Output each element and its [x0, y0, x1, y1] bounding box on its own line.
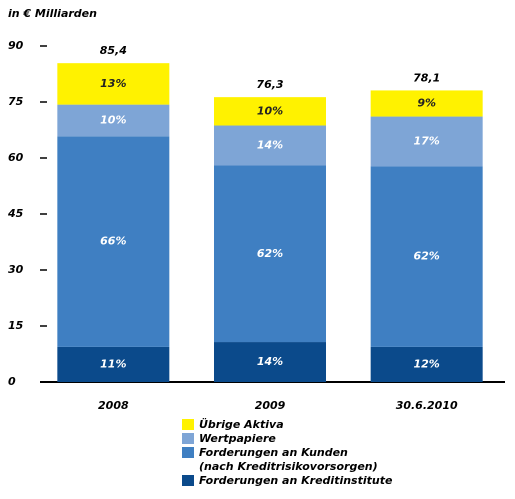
chart: in € Milliarden 0 15 30 45 60 75 90 11% 66% 10% 13…	[7, 7, 505, 412]
data-label: 62%	[257, 247, 283, 260]
bar-segment	[214, 165, 326, 343]
total-label: 76,3	[256, 78, 283, 91]
data-label: 14%	[257, 355, 283, 368]
bar-segment	[57, 63, 170, 105]
legend-label: Wertpapiere	[199, 432, 276, 445]
y-tick-label: 0	[8, 375, 16, 388]
legend-item: Wertpapiere	[182, 432, 392, 446]
y-tick-label: 90	[8, 39, 24, 52]
data-label: 10%	[257, 104, 283, 117]
y-tick-label: 45	[7, 207, 24, 220]
data-label: 17%	[413, 134, 439, 147]
bar-segment	[57, 104, 170, 137]
y-tick-label: 30	[8, 263, 24, 276]
bar-segment	[57, 346, 170, 382]
data-label: 11%	[100, 357, 126, 370]
x-tick-label: 30.6.2010	[396, 399, 458, 412]
data-label: 62%	[413, 250, 439, 263]
legend-swatch	[182, 447, 194, 458]
data-label: 10%	[100, 113, 126, 126]
bar-segment	[214, 125, 326, 166]
bar-segment	[370, 166, 483, 347]
y-tick-label: 75	[8, 95, 24, 108]
legend-item: Übrige Aktiva	[182, 418, 392, 432]
legend-label: Forderungen an Kunden (nach Kreditrisiko…	[199, 446, 378, 473]
legend-swatch	[182, 433, 194, 444]
data-label: 9%	[417, 96, 436, 109]
bar-segment	[57, 136, 170, 347]
legend-label: Übrige Aktiva	[199, 418, 284, 431]
legend-label: Forderungen an Kreditinstitute	[199, 474, 393, 487]
legend: Übrige Aktiva Wertpapiere Forderungen an K…	[182, 418, 392, 488]
total-label: 78,1	[413, 71, 440, 84]
legend-swatch	[182, 419, 194, 430]
x-tick-label: 2008	[98, 399, 129, 412]
y-tick-label: 60	[8, 151, 24, 164]
data-label: 14%	[257, 138, 283, 151]
y-tick-label: 15	[8, 319, 24, 332]
chart-title: in € Milliarden	[8, 7, 97, 20]
data-label: 13%	[100, 77, 126, 90]
data-label: 12%	[413, 357, 439, 370]
bar-segment	[370, 90, 483, 117]
legend-swatch	[182, 475, 194, 486]
x-tick-label: 2009	[255, 399, 286, 412]
legend-item: Forderungen an Kreditinstitute	[182, 474, 392, 488]
bar-segment	[214, 342, 326, 382]
legend-item: Forderungen an Kunden (nach Kreditrisiko…	[182, 446, 392, 474]
total-label: 85,4	[100, 44, 127, 57]
bar-segment	[214, 97, 326, 126]
bar-segment	[370, 116, 483, 167]
bar-segment	[370, 346, 483, 382]
data-label: 66%	[100, 235, 126, 248]
